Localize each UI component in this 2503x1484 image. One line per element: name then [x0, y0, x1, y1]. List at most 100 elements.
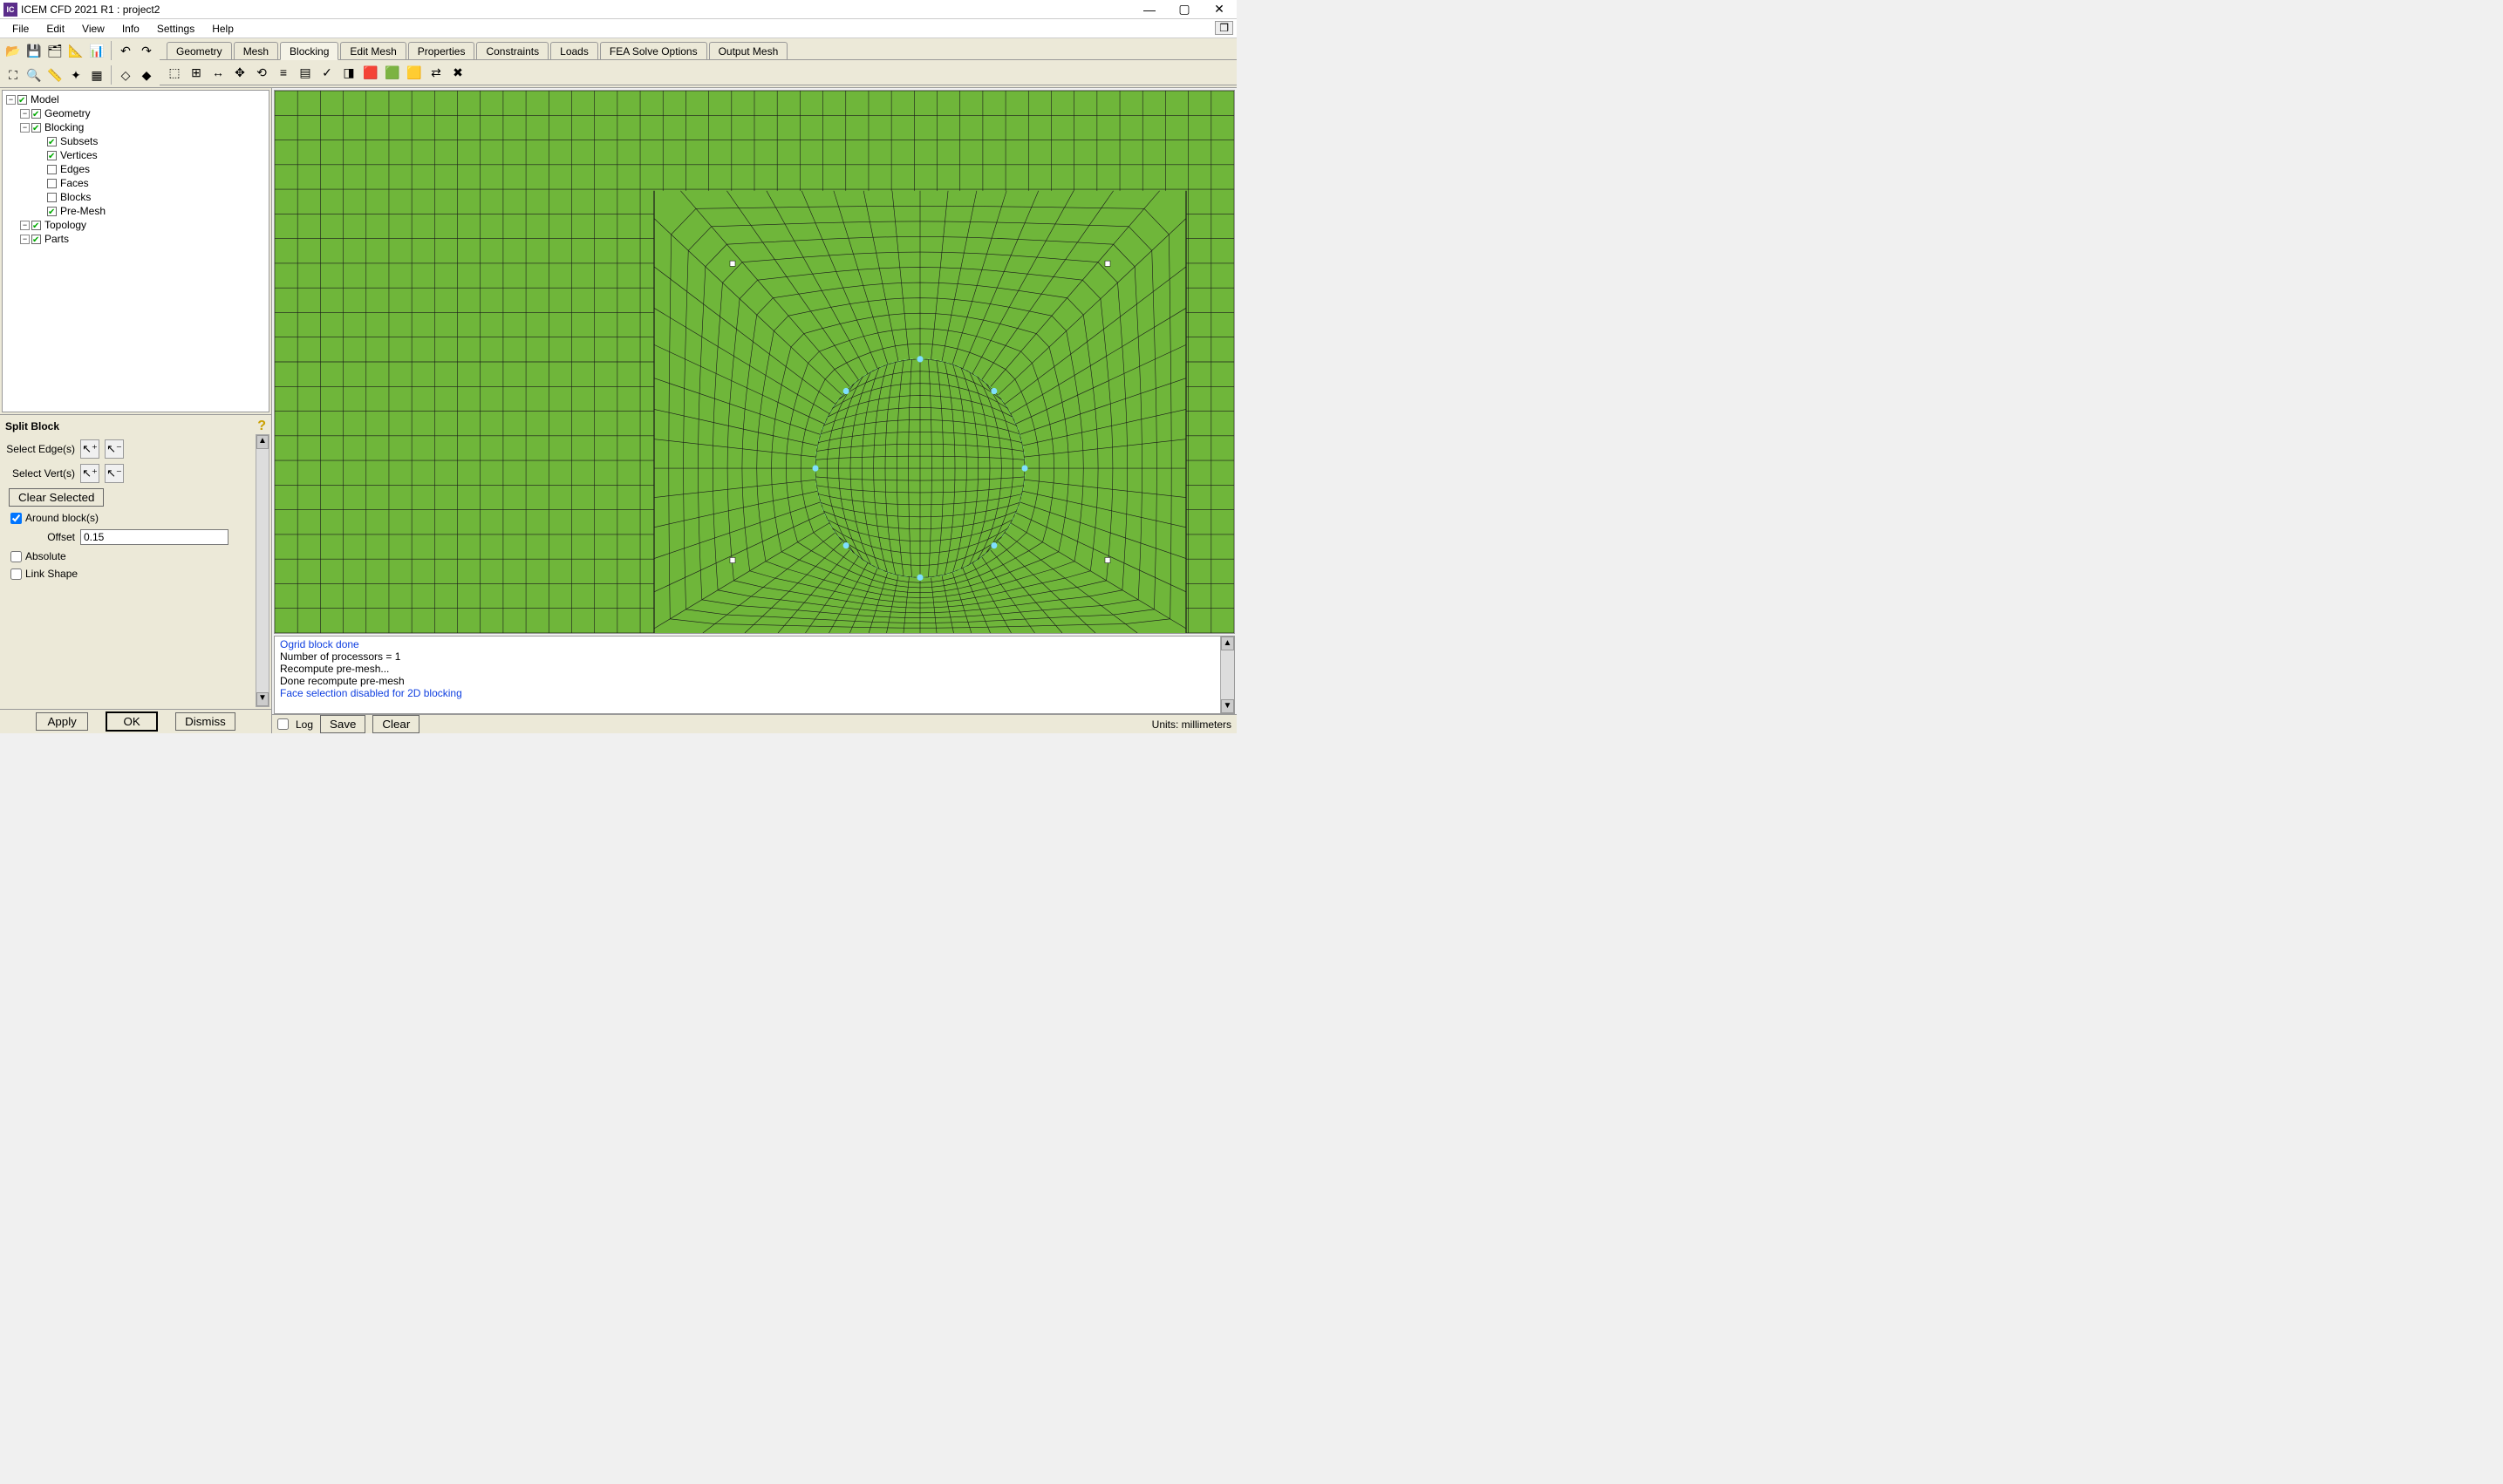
- tab-loads[interactable]: Loads: [550, 42, 598, 59]
- help-icon[interactable]: ?: [257, 419, 266, 434]
- transform-icon[interactable]: ⟲: [252, 63, 271, 82]
- dez-title: Split Block: [5, 420, 59, 432]
- log-scroll-down-icon[interactable]: ▼: [1221, 699, 1234, 713]
- zoom-icon[interactable]: 🔍: [24, 65, 44, 85]
- tree-item-edges[interactable]: Edges: [58, 162, 90, 176]
- tree-item-blocks[interactable]: Blocks: [58, 190, 91, 204]
- tree-checkbox[interactable]: [47, 137, 57, 146]
- move-vert-icon[interactable]: ✥: [230, 63, 249, 82]
- link-shape-checkbox[interactable]: [10, 568, 22, 580]
- apply-button[interactable]: Apply: [36, 712, 88, 731]
- measure-icon[interactable]: 📏: [45, 65, 65, 85]
- tree-checkbox[interactable]: [47, 193, 57, 202]
- tree-item-topology[interactable]: Topology: [43, 218, 86, 232]
- tree-checkbox[interactable]: [31, 109, 41, 119]
- undo-icon[interactable]: ↶: [116, 41, 135, 60]
- tree-checkbox[interactable]: [47, 207, 57, 216]
- tree-checkbox[interactable]: [31, 235, 41, 244]
- tree-item-vertices[interactable]: Vertices: [58, 148, 98, 162]
- redo-icon[interactable]: ↷: [137, 41, 156, 60]
- tree-expander[interactable]: −: [20, 235, 30, 244]
- box-icon[interactable]: ▦: [87, 65, 106, 85]
- init-block-icon[interactable]: ⬚: [165, 63, 184, 82]
- menu-settings[interactable]: Settings: [148, 21, 203, 37]
- split-block-icon[interactable]: ⊞: [187, 63, 206, 82]
- check-icon[interactable]: ✓: [317, 63, 337, 82]
- tree-item-geometry[interactable]: Geometry: [43, 106, 91, 120]
- tree-expander[interactable]: −: [20, 109, 30, 119]
- menu-help[interactable]: Help: [203, 21, 242, 37]
- tree-checkbox[interactable]: [17, 95, 27, 105]
- dismiss-button[interactable]: Dismiss: [175, 712, 235, 731]
- minimize-button[interactable]: —: [1132, 0, 1167, 19]
- tab-fea-solve-options[interactable]: FEA Solve Options: [600, 42, 707, 59]
- lcs-icon[interactable]: ✦: [66, 65, 85, 85]
- save-icon[interactable]: 💾: [24, 41, 44, 60]
- tree-item-parts[interactable]: Parts: [43, 232, 69, 246]
- edge-param-icon[interactable]: ≡: [274, 63, 293, 82]
- clear-selected-button[interactable]: Clear Selected: [9, 488, 104, 507]
- tab-constraints[interactable]: Constraints: [476, 42, 549, 59]
- select-edges-add-icon[interactable]: ↖⁺: [80, 439, 99, 459]
- log-checkbox[interactable]: [277, 718, 289, 730]
- select-edges-remove-icon[interactable]: ↖⁻: [105, 439, 124, 459]
- tree-expander[interactable]: −: [20, 123, 30, 133]
- quality-icon[interactable]: ◨: [339, 63, 358, 82]
- dez-buttons: Apply OK Dismiss: [0, 709, 271, 733]
- assoc-icon[interactable]: ↔: [208, 63, 228, 82]
- close-button[interactable]: ✕: [1202, 0, 1237, 19]
- fit-icon[interactable]: ⛶: [3, 65, 23, 85]
- tree-expander[interactable]: −: [6, 95, 16, 105]
- menu-info[interactable]: Info: [113, 21, 148, 37]
- tab-blocking[interactable]: Blocking: [280, 42, 338, 60]
- scroll-down-icon[interactable]: ▼: [256, 692, 269, 706]
- offset-input[interactable]: [80, 529, 228, 545]
- dez-scrollbar[interactable]: ▲ ▼: [256, 434, 269, 707]
- tree-item-model[interactable]: Model: [29, 92, 59, 106]
- ok-button[interactable]: OK: [106, 711, 158, 732]
- tab-output-mesh[interactable]: Output Mesh: [709, 42, 788, 59]
- log-scrollbar[interactable]: ▲ ▼: [1220, 636, 1234, 713]
- geom2-icon[interactable]: 📐: [66, 41, 85, 60]
- cube-grn-icon[interactable]: 🟩: [383, 63, 402, 82]
- tree-checkbox[interactable]: [47, 165, 57, 174]
- log-scroll-up-icon[interactable]: ▲: [1221, 636, 1234, 650]
- tab-properties[interactable]: Properties: [408, 42, 475, 59]
- tree-checkbox[interactable]: [47, 179, 57, 188]
- tree-expander[interactable]: −: [20, 221, 30, 230]
- left-column: − Model − Geometry − BlockingSubsetsVerticesE…: [0, 88, 272, 733]
- solid-icon[interactable]: ◆: [137, 65, 156, 85]
- graphics-viewport[interactable]: Y: [274, 90, 1235, 634]
- menu-file[interactable]: File: [3, 21, 38, 37]
- log-clear-button[interactable]: Clear: [372, 715, 419, 733]
- log-save-button[interactable]: Save: [320, 715, 365, 733]
- geom1-icon[interactable]: 🗂: [45, 41, 65, 60]
- tree-item-subsets[interactable]: Subsets: [58, 134, 98, 148]
- del-block-icon[interactable]: ✖: [448, 63, 467, 82]
- tab-mesh[interactable]: Mesh: [234, 42, 278, 59]
- open-icon[interactable]: 📂: [3, 41, 23, 60]
- tree-checkbox[interactable]: [31, 123, 41, 133]
- geom3-icon[interactable]: 📊: [87, 41, 106, 60]
- tree-checkbox[interactable]: [47, 151, 57, 160]
- tree-item-pre-mesh[interactable]: Pre-Mesh: [58, 204, 106, 218]
- scroll-up-icon[interactable]: ▲: [256, 435, 269, 449]
- wire-icon[interactable]: ◇: [116, 65, 135, 85]
- cube-red-icon[interactable]: 🟥: [361, 63, 380, 82]
- tab-edit-mesh[interactable]: Edit Mesh: [340, 42, 406, 59]
- select-verts-add-icon[interactable]: ↖⁺: [80, 464, 99, 483]
- cube-yel-icon[interactable]: 🟨: [405, 63, 424, 82]
- tab-geometry[interactable]: Geometry: [167, 42, 232, 59]
- mdi-restore-button[interactable]: ❐: [1215, 21, 1233, 35]
- menu-view[interactable]: View: [73, 21, 113, 37]
- menu-edit[interactable]: Edit: [38, 21, 73, 37]
- around-blocks-checkbox[interactable]: [10, 513, 22, 524]
- convert-icon[interactable]: ⇄: [426, 63, 446, 82]
- select-verts-remove-icon[interactable]: ↖⁻: [105, 464, 124, 483]
- tree-item-faces[interactable]: Faces: [58, 176, 89, 190]
- tree-item-blocking[interactable]: Blocking: [43, 120, 84, 134]
- absolute-checkbox[interactable]: [10, 551, 22, 562]
- premesh-icon[interactable]: ▤: [296, 63, 315, 82]
- maximize-button[interactable]: ▢: [1167, 0, 1202, 19]
- tree-checkbox[interactable]: [31, 221, 41, 230]
